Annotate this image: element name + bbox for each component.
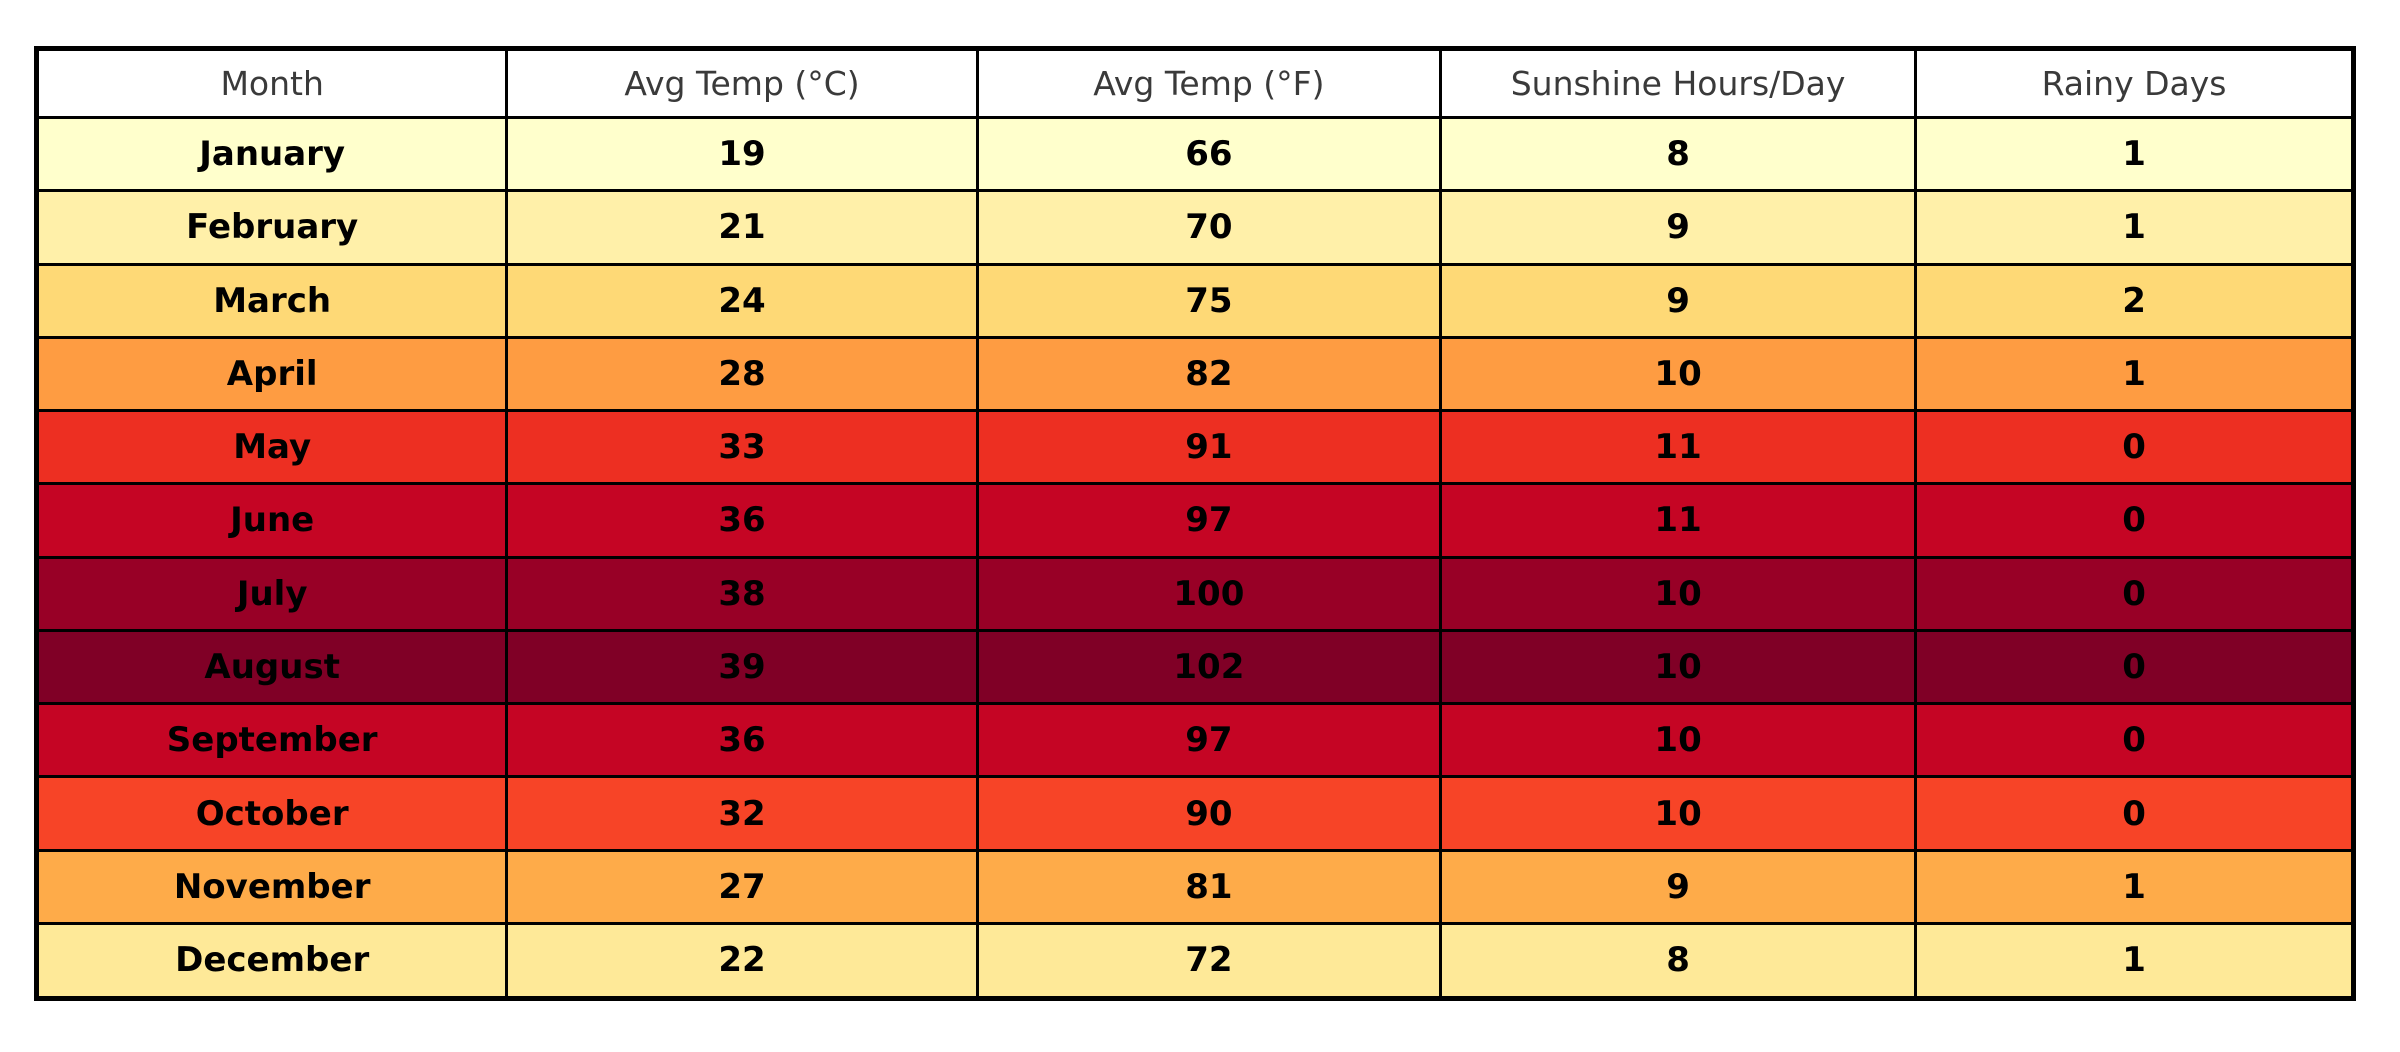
header-row: Month Avg Temp (°C) Avg Temp (°F) Sunshi… (34, 47, 2355, 119)
cell-temp_f: 75 (975, 262, 1443, 339)
cell-temp_f: 72 (975, 921, 1443, 1001)
cell-rainy: 0 (1914, 702, 2355, 779)
cell-sunshine: 10 (1439, 628, 1918, 706)
cell-month: May (34, 409, 509, 486)
cell-sunshine: 10 (1439, 702, 1918, 779)
cell-month: November (34, 848, 509, 925)
cell-temp_f: 66 (975, 115, 1443, 193)
cell-rainy: 1 (1914, 921, 2355, 1001)
cell-month: December (34, 921, 509, 1001)
cell-rainy: 0 (1914, 628, 2355, 706)
cell-temp_c: 36 (505, 702, 979, 779)
table-row: May 33 91 11 0 (34, 409, 2355, 486)
cell-month: September (34, 702, 509, 779)
cell-temp_c: 19 (505, 115, 979, 193)
table-row: March 24 75 9 2 (34, 262, 2355, 339)
cell-temp_f: 90 (975, 775, 1443, 852)
cell-sunshine: 10 (1439, 555, 1918, 632)
cell-month: June (34, 482, 509, 559)
cell-rainy: 1 (1914, 335, 2355, 413)
cell-temp_f: 97 (975, 482, 1443, 559)
cell-rainy: 0 (1914, 775, 2355, 852)
cell-rainy: 0 (1914, 409, 2355, 486)
column-header-temp-f: Avg Temp (°F) (975, 47, 1443, 119)
cell-rainy: 0 (1914, 555, 2355, 632)
table-row: November 27 81 9 1 (34, 848, 2355, 925)
cell-month: March (34, 262, 509, 339)
table-row: July 38 100 10 0 (34, 555, 2355, 632)
cell-rainy: 1 (1914, 189, 2355, 266)
cell-temp_f: 102 (975, 628, 1443, 706)
table-row: October 32 90 10 0 (34, 775, 2355, 852)
cell-temp_c: 39 (505, 628, 979, 706)
climate-table: Month Avg Temp (°C) Avg Temp (°F) Sunshi… (34, 46, 2356, 1001)
cell-sunshine: 8 (1439, 115, 1918, 193)
cell-temp_c: 24 (505, 262, 979, 339)
cell-sunshine: 9 (1439, 848, 1918, 925)
cell-sunshine: 11 (1439, 482, 1918, 559)
table-row: February 21 70 9 1 (34, 189, 2355, 266)
cell-month: July (34, 555, 509, 632)
column-header-rainy: Rainy Days (1914, 47, 2355, 119)
table-row: August 39 102 10 0 (34, 628, 2355, 706)
column-header-temp-c: Avg Temp (°C) (505, 47, 979, 119)
cell-temp_c: 32 (505, 775, 979, 852)
column-header-month: Month (34, 47, 509, 119)
cell-sunshine: 11 (1439, 409, 1918, 486)
cell-month: October (34, 775, 509, 852)
table-row: September 36 97 10 0 (34, 702, 2355, 779)
table-row: June 36 97 11 0 (34, 482, 2355, 559)
cell-sunshine: 10 (1439, 335, 1918, 413)
table-row: April 28 82 10 1 (34, 335, 2355, 413)
cell-month: August (34, 628, 509, 706)
cell-temp_c: 27 (505, 848, 979, 925)
cell-sunshine: 8 (1439, 921, 1918, 1001)
cell-rainy: 1 (1914, 115, 2355, 193)
cell-temp_c: 28 (505, 335, 979, 413)
cell-temp_f: 91 (975, 409, 1443, 486)
cell-temp_c: 21 (505, 189, 979, 266)
cell-month: February (34, 189, 509, 266)
cell-rainy: 1 (1914, 848, 2355, 925)
table-body: January 19 66 8 1 February 21 70 9 1 March 24 75 9 2 Ap… (34, 115, 2355, 1001)
table-row: December 22 72 8 1 (34, 921, 2355, 1001)
cell-temp_f: 82 (975, 335, 1443, 413)
cell-sunshine: 9 (1439, 189, 1918, 266)
cell-temp_f: 70 (975, 189, 1443, 266)
cell-temp_f: 81 (975, 848, 1443, 925)
table-row: January 19 66 8 1 (34, 115, 2355, 193)
cell-sunshine: 10 (1439, 775, 1918, 852)
cell-rainy: 2 (1914, 262, 2355, 339)
cell-temp_c: 22 (505, 921, 979, 1001)
cell-rainy: 0 (1914, 482, 2355, 559)
cell-month: April (34, 335, 509, 413)
cell-temp_c: 33 (505, 409, 979, 486)
cell-temp_c: 38 (505, 555, 979, 632)
cell-temp_f: 97 (975, 702, 1443, 779)
cell-sunshine: 9 (1439, 262, 1918, 339)
cell-temp_c: 36 (505, 482, 979, 559)
cell-temp_f: 100 (975, 555, 1443, 632)
cell-month: January (34, 115, 509, 193)
column-header-sunshine: Sunshine Hours/Day (1439, 47, 1918, 119)
